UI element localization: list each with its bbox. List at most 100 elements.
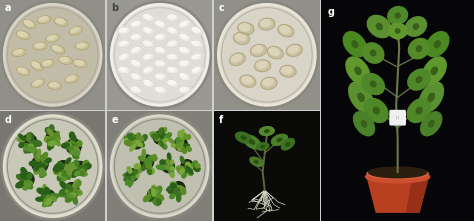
Ellipse shape [135,139,141,146]
Ellipse shape [288,46,298,53]
Ellipse shape [168,28,175,32]
Text: c: c [219,3,224,13]
Ellipse shape [82,162,89,168]
Ellipse shape [74,150,77,158]
Ellipse shape [142,27,155,35]
Ellipse shape [33,80,41,85]
Ellipse shape [27,133,32,140]
Ellipse shape [41,162,47,166]
Ellipse shape [18,67,27,73]
Ellipse shape [188,164,195,169]
Ellipse shape [47,35,56,40]
Ellipse shape [48,82,62,90]
Ellipse shape [74,160,79,166]
Ellipse shape [72,170,79,177]
Ellipse shape [150,154,156,159]
Ellipse shape [278,25,294,37]
Ellipse shape [249,140,255,144]
Ellipse shape [142,13,155,22]
Ellipse shape [178,139,183,147]
Ellipse shape [61,173,65,177]
Ellipse shape [51,45,65,54]
Ellipse shape [162,141,167,149]
Ellipse shape [181,189,186,194]
Ellipse shape [73,172,77,177]
Ellipse shape [49,82,58,87]
Ellipse shape [376,23,383,30]
Ellipse shape [148,191,154,195]
Ellipse shape [65,159,70,166]
Ellipse shape [259,127,274,135]
Ellipse shape [26,179,30,188]
Ellipse shape [65,142,72,147]
Ellipse shape [78,166,86,171]
Ellipse shape [132,61,139,65]
Ellipse shape [182,173,186,178]
Ellipse shape [395,13,400,18]
Ellipse shape [51,137,55,145]
Ellipse shape [25,172,29,179]
Ellipse shape [32,62,40,68]
Ellipse shape [43,185,47,193]
Ellipse shape [163,162,170,167]
Ellipse shape [154,86,166,94]
Ellipse shape [144,194,151,202]
Ellipse shape [178,167,184,173]
Ellipse shape [153,198,160,206]
Ellipse shape [152,134,159,139]
Ellipse shape [46,34,60,43]
Ellipse shape [18,31,27,36]
Ellipse shape [180,156,184,163]
Ellipse shape [150,132,158,137]
Ellipse shape [152,187,156,194]
Ellipse shape [132,170,137,175]
Ellipse shape [45,137,50,142]
Ellipse shape [144,80,151,85]
Ellipse shape [166,40,179,48]
Ellipse shape [152,193,159,196]
Ellipse shape [132,47,139,52]
Ellipse shape [24,179,29,187]
Ellipse shape [156,74,163,78]
Ellipse shape [179,130,184,137]
Ellipse shape [138,156,146,161]
Ellipse shape [132,34,139,38]
Ellipse shape [178,86,191,94]
Text: g: g [328,7,334,17]
Ellipse shape [354,112,374,136]
Ellipse shape [60,189,68,194]
Ellipse shape [50,133,58,139]
Ellipse shape [187,147,191,151]
Ellipse shape [77,168,83,175]
Ellipse shape [27,146,32,153]
Ellipse shape [352,41,358,48]
Ellipse shape [78,166,87,171]
Ellipse shape [54,169,59,174]
Ellipse shape [12,49,26,57]
Ellipse shape [126,172,133,178]
Ellipse shape [23,146,27,150]
Ellipse shape [272,134,288,145]
Ellipse shape [47,141,54,145]
Ellipse shape [180,87,187,91]
Ellipse shape [60,57,69,62]
Ellipse shape [150,190,155,196]
Ellipse shape [154,60,166,67]
Ellipse shape [13,49,22,54]
Ellipse shape [47,198,52,202]
Ellipse shape [159,196,164,200]
Ellipse shape [45,128,52,135]
Ellipse shape [65,194,71,202]
Ellipse shape [431,67,438,74]
Ellipse shape [16,31,30,39]
Ellipse shape [126,180,129,185]
Ellipse shape [428,121,434,127]
Ellipse shape [241,136,246,139]
Ellipse shape [405,17,427,36]
Ellipse shape [374,107,379,114]
Ellipse shape [187,170,193,175]
Ellipse shape [192,41,200,45]
Circle shape [219,4,315,105]
Ellipse shape [166,187,174,191]
Ellipse shape [74,147,80,156]
